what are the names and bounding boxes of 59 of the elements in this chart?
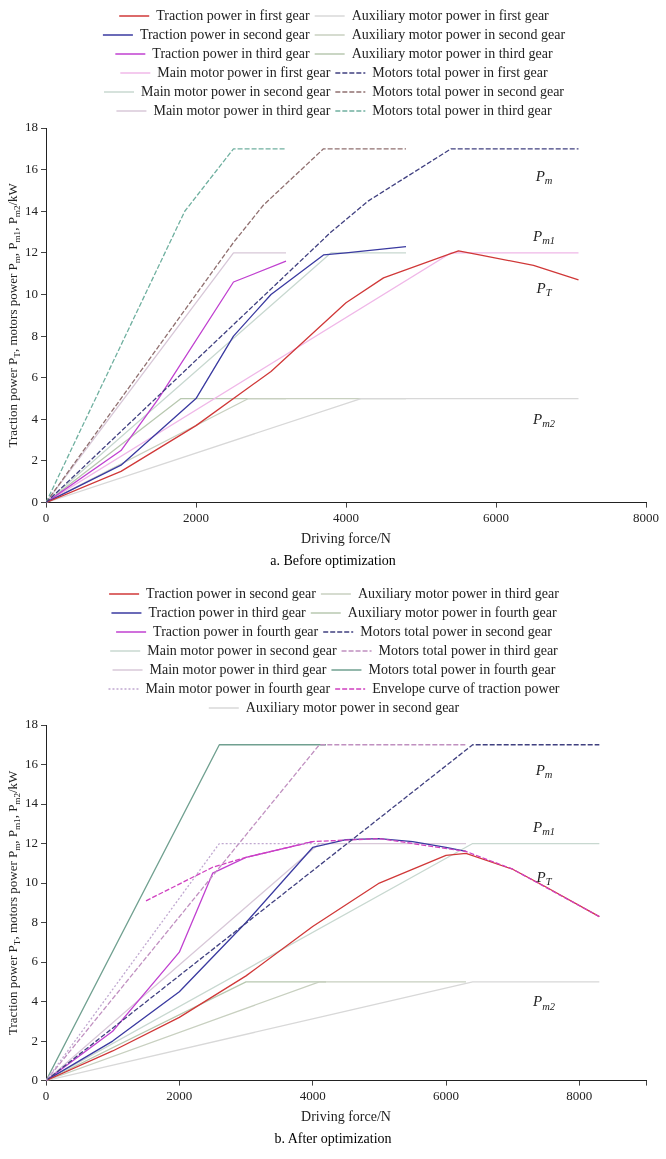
x-axis-title: Driving force/N (301, 1109, 391, 1125)
y-tick-label: 10 (25, 874, 38, 890)
legend-label: Main motor power in third gear (149, 661, 327, 677)
text: a. Before optimization (269, 552, 397, 570)
legend-label: Motors total power in second gear (372, 83, 565, 99)
legend-label: Motors total power in first gear (372, 64, 549, 80)
x-tick-label: 6000 (483, 509, 509, 525)
legend-label: Auxiliary motor power in first gear (351, 7, 550, 23)
y-tick-label: 0 (31, 494, 38, 510)
legend-label: Auxiliary motor power in third gear (357, 585, 560, 601)
x-axis-title: Driving force/N (301, 531, 391, 547)
y-tick-label: 8 (31, 913, 38, 929)
legend-label: Traction power in third gear (148, 604, 307, 620)
legend-label: Traction power in second gear (139, 26, 310, 42)
y-tick-label: 0 (31, 1072, 38, 1088)
y-tick-label: 4 (31, 410, 39, 426)
legend-label: Auxiliary motor power in third gear (351, 45, 554, 61)
x-tick-label: 0 (42, 509, 50, 525)
y-tick-label: 12 (25, 244, 38, 260)
y-tick-label: 2 (31, 452, 38, 468)
y-tick-label: 18 (25, 716, 38, 732)
legend-label: Traction power in second gear (146, 585, 317, 601)
x-tick-label: 6000 (433, 1087, 459, 1103)
legend-label: Motors total power in second gear (360, 623, 553, 639)
y-tick-label: 16 (25, 755, 39, 771)
legend-label: Traction power in third gear (152, 45, 310, 61)
legend-label: Auxiliary motor power in second gear (351, 26, 566, 42)
y-tick-label: 10 (25, 285, 38, 301)
legend-label: Auxiliary motor power in second gear (245, 699, 460, 715)
x-tick-label: 8000 (566, 1087, 593, 1103)
y-tick-label: 14 (25, 202, 39, 218)
legend-label: Main motor power in third gear (153, 102, 331, 118)
x-tick-label: 4000 (299, 1087, 326, 1103)
legend-label: Main motor power in second gear (141, 83, 331, 99)
legend-label: Auxiliary motor power in fourth gear (347, 604, 557, 620)
legend-label: Motors total power in fourth gear (368, 661, 556, 677)
legend-label: Main motor power in second gear (147, 642, 337, 658)
x-tick-label: 4000 (333, 509, 359, 525)
y-tick-label: 14 (25, 795, 39, 811)
x-tick-label: 2000 (183, 509, 209, 525)
legend-label: Motors total power in third gear (378, 642, 559, 658)
y-tick-label: 2 (31, 1032, 38, 1048)
x-tick-label: 2000 (166, 1087, 193, 1103)
y-tick-label: 6 (31, 369, 39, 385)
y-tick-label: 16 (25, 161, 39, 177)
y-tick-label: 12 (25, 834, 38, 850)
legend-label: Envelope curve of traction power (372, 680, 560, 696)
x-tick-label: 8000 (633, 509, 659, 525)
y-tick-label: 18 (25, 119, 38, 135)
y-tick-label: 4 (31, 993, 39, 1008)
y-tick-label: 8 (31, 327, 38, 343)
text: b. After optimization (273, 1130, 393, 1148)
y-tick-label: 6 (31, 953, 39, 969)
legend-label: Traction power in first gear (156, 7, 310, 23)
x-tick-label: 0 (42, 1087, 50, 1103)
legend-label: Traction power in fourth gear (153, 623, 319, 639)
legend-label: Motors total power in third gear (372, 102, 552, 118)
legend-label: Main motor power in first gear (157, 64, 331, 80)
legend-label: Main motor power in fourth gear (145, 680, 331, 696)
